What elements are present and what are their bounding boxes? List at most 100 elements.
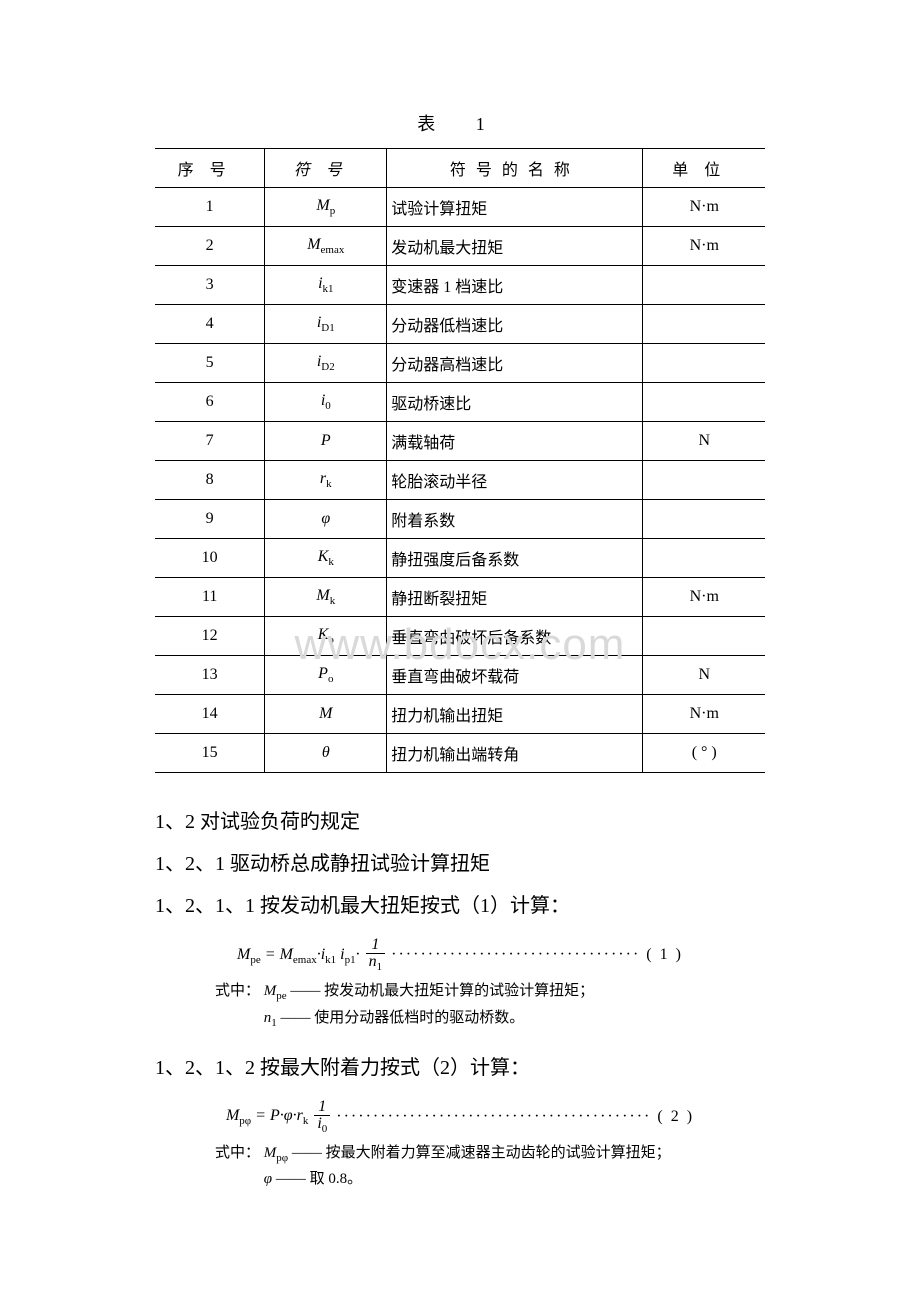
cell-sym: Kk: [265, 539, 387, 578]
cell-unit: ( ° ): [643, 734, 765, 773]
cell-seq: 1: [155, 188, 265, 227]
formula-1-frac: 1 n1: [366, 937, 386, 973]
formula-2: Mpφ = P·φ·rk 1 i0 ······················…: [155, 1099, 765, 1135]
note2-text1: —— 按最大附着力算至减速器主动齿轮的试验计算扭矩；: [292, 1145, 671, 1161]
table-row: 3ik1变速器 1 档速比: [155, 266, 765, 305]
cell-unit: [643, 617, 765, 656]
formula-1-den: n1: [366, 954, 386, 973]
cell-name: 静扭强度后备系数: [387, 539, 643, 578]
cell-seq: 8: [155, 461, 265, 500]
para-1-2-1-2: 1、2、1、2 按最大附着力按式（2）计算：: [155, 1047, 765, 1089]
para-1-2: 1、2 对试验负荷旳规定: [155, 801, 765, 843]
table-row: 4iD1分动器低档速比: [155, 305, 765, 344]
body-text: 1、2 对试验负荷旳规定 1、2、1 驱动桥总成静扭试验计算扭矩 1、2、1、1…: [155, 801, 765, 1193]
cell-unit: [643, 344, 765, 383]
para-1-2-1: 1、2、1 驱动桥总成静扭试验计算扭矩: [155, 843, 765, 885]
header-unit: 单位: [643, 149, 765, 188]
cell-unit: [643, 461, 765, 500]
table-body: 1Mp试验计算扭矩N·m2Memax发动机最大扭矩N·m3ik1变速器 1 档速…: [155, 188, 765, 773]
cell-unit: N·m: [643, 578, 765, 617]
cell-unit: [643, 500, 765, 539]
cell-unit: [643, 383, 765, 422]
note-prefix-2: 式中：: [215, 1145, 260, 1161]
cell-seq: 6: [155, 383, 265, 422]
table-row: 10Kk静扭强度后备系数: [155, 539, 765, 578]
table-row: 9φ附着系数: [155, 500, 765, 539]
formula-2-frac: 1 i0: [314, 1099, 330, 1135]
para-1-2-1-1: 1、2、1、1 按发动机最大扭矩按式（1）计算：: [155, 885, 765, 927]
note1-text1: —— 按发动机最大扭矩计算的试验计算扭矩；: [290, 983, 594, 999]
cell-unit: N·m: [643, 227, 765, 266]
formula-2-tail: ········································…: [336, 1107, 694, 1124]
note-prefix-1: 式中：: [215, 983, 260, 999]
table-row: 2Memax发动机最大扭矩N·m: [155, 227, 765, 266]
table-row: 11Mk静扭断裂扭矩N·m: [155, 578, 765, 617]
cell-name: 垂直弯曲破坏载荷: [387, 656, 643, 695]
cell-sym: Mp: [265, 188, 387, 227]
cell-unit: [643, 266, 765, 305]
note2-sym1: Mpφ: [264, 1145, 288, 1161]
table-row: 13Po垂直弯曲破坏载荷N: [155, 656, 765, 695]
cell-seq: 13: [155, 656, 265, 695]
cell-unit: N: [643, 422, 765, 461]
formula-1-tail: ·································· ( 1 ): [391, 946, 683, 963]
cell-unit: [643, 305, 765, 344]
table-row: 12Ko垂直弯曲破坏后备系数: [155, 617, 765, 656]
table-row: 15θ扭力机输出端转角( ° ): [155, 734, 765, 773]
cell-sym: rk: [265, 461, 387, 500]
formula-1: Mpe = Memax·ik1 ip1· 1 n1 ··············…: [155, 937, 765, 973]
cell-sym: φ: [265, 500, 387, 539]
cell-name: 分动器高档速比: [387, 344, 643, 383]
cell-name: 扭力机输出扭矩: [387, 695, 643, 734]
cell-sym: Po: [265, 656, 387, 695]
table-row: 8rk轮胎滚动半径: [155, 461, 765, 500]
formula-1-num: 1: [366, 937, 386, 954]
cell-seq: 10: [155, 539, 265, 578]
table-row: 1Mp试验计算扭矩N·m: [155, 188, 765, 227]
cell-sym: P: [265, 422, 387, 461]
cell-name: 驱动桥速比: [387, 383, 643, 422]
cell-sym: θ: [265, 734, 387, 773]
cell-name: 轮胎滚动半径: [387, 461, 643, 500]
cell-seq: 7: [155, 422, 265, 461]
table-header-row: 序号 符号 符号的名称 单位: [155, 149, 765, 188]
cell-name: 分动器低档速比: [387, 305, 643, 344]
cell-sym: M: [265, 695, 387, 734]
cell-unit: [643, 539, 765, 578]
note1-text2: —— 使用分动器低档时的驱动桥数。: [281, 1010, 525, 1026]
table-title: 表 1: [155, 110, 765, 136]
header-name: 符号的名称: [387, 149, 643, 188]
formula-2-num: 1: [314, 1099, 330, 1116]
cell-name: 变速器 1 档速比: [387, 266, 643, 305]
formula-1-lhs: Mpe = Memax·ik1 ip1·: [237, 946, 360, 963]
cell-seq: 3: [155, 266, 265, 305]
cell-name: 静扭断裂扭矩: [387, 578, 643, 617]
cell-sym: Mk: [265, 578, 387, 617]
symbol-table: 序号 符号 符号的名称 单位 1Mp试验计算扭矩N·m2Memax发动机最大扭矩…: [155, 148, 765, 773]
formula-1-note: 式中： Mpe —— 按发动机最大扭矩计算的试验计算扭矩； 式中： n1 —— …: [215, 979, 765, 1032]
table-row: 7P满载轴荷N: [155, 422, 765, 461]
header-sym: 符号: [265, 149, 387, 188]
table-row: 5iD2分动器高档速比: [155, 344, 765, 383]
cell-name: 扭力机输出端转角: [387, 734, 643, 773]
cell-sym: Ko: [265, 617, 387, 656]
cell-seq: 5: [155, 344, 265, 383]
page-content: 表 1 序号 符号 符号的名称 单位 1Mp试验计算扭矩N·m2Memax发动机…: [0, 0, 920, 1253]
cell-name: 满载轴荷: [387, 422, 643, 461]
cell-sym: iD2: [265, 344, 387, 383]
cell-seq: 12: [155, 617, 265, 656]
cell-sym: ik1: [265, 266, 387, 305]
cell-sym: Memax: [265, 227, 387, 266]
formula-2-note: 式中： Mpφ —— 按最大附着力算至减速器主动齿轮的试验计算扭矩； 式中： φ…: [215, 1141, 765, 1193]
formula-2-lhs: Mpφ = P·φ·rk: [226, 1107, 308, 1124]
note2-sym2: φ: [264, 1171, 272, 1187]
cell-seq: 14: [155, 695, 265, 734]
table-row: 6i0驱动桥速比: [155, 383, 765, 422]
note2-text2: —— 取 0.8。: [276, 1171, 362, 1187]
note1-sym1: Mpe: [264, 983, 287, 999]
cell-unit: N: [643, 656, 765, 695]
cell-seq: 11: [155, 578, 265, 617]
cell-seq: 9: [155, 500, 265, 539]
cell-name: 试验计算扭矩: [387, 188, 643, 227]
cell-unit: N·m: [643, 188, 765, 227]
